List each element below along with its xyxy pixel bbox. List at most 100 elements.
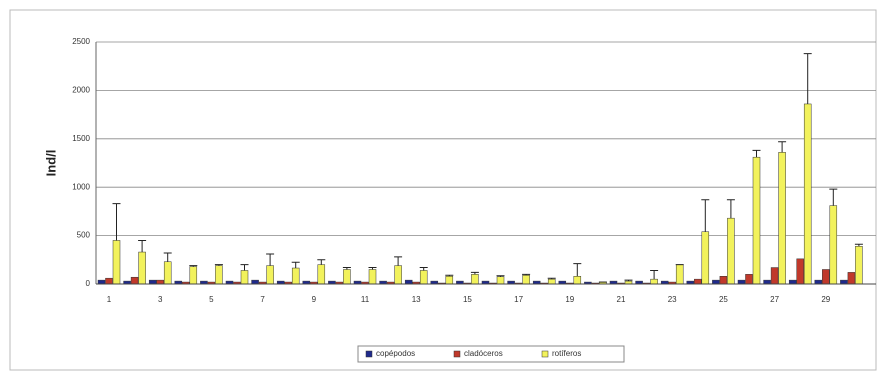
error-bar bbox=[726, 199, 735, 219]
x-tick-label: 23 bbox=[668, 295, 677, 304]
bar bbox=[419, 270, 428, 285]
legend-box bbox=[357, 345, 625, 363]
x-tick-label: 1 bbox=[107, 295, 112, 304]
bar bbox=[317, 264, 326, 285]
bar bbox=[97, 279, 106, 285]
bar bbox=[719, 276, 728, 285]
error-bar bbox=[547, 277, 556, 280]
bar bbox=[796, 258, 804, 285]
bar bbox=[778, 152, 786, 285]
bar bbox=[745, 274, 753, 285]
bar bbox=[814, 279, 823, 285]
bar bbox=[130, 276, 139, 285]
bar bbox=[105, 277, 113, 285]
legend-swatch bbox=[541, 350, 549, 358]
error-bar bbox=[189, 265, 198, 267]
x-tick-label: 13 bbox=[412, 295, 421, 304]
bar bbox=[573, 276, 582, 285]
bar bbox=[394, 265, 402, 285]
bar bbox=[368, 269, 377, 285]
x-tick-label: 21 bbox=[617, 295, 626, 304]
bar bbox=[215, 265, 223, 285]
bar bbox=[291, 267, 300, 285]
legend-swatch bbox=[365, 350, 373, 358]
bar bbox=[343, 269, 351, 285]
bar bbox=[763, 279, 771, 285]
bar bbox=[404, 279, 413, 285]
legend-label: rotíferos bbox=[552, 349, 581, 358]
legend-swatch bbox=[453, 350, 461, 358]
bar bbox=[829, 205, 838, 285]
bar bbox=[522, 275, 530, 285]
bar bbox=[770, 267, 779, 285]
y-tick-label: 1500 bbox=[72, 134, 90, 143]
y-tick-label: 500 bbox=[77, 231, 91, 240]
y-tick-label: 1000 bbox=[72, 182, 90, 191]
x-tick-label: 25 bbox=[719, 295, 728, 304]
error-bar bbox=[214, 264, 223, 266]
x-tick-label: 29 bbox=[821, 295, 830, 304]
bar bbox=[163, 261, 172, 285]
error-bar bbox=[112, 203, 121, 241]
legend-label: copépodos bbox=[376, 349, 415, 358]
y-axis-label: Ind/l bbox=[43, 150, 58, 177]
x-tick-label: 7 bbox=[260, 295, 265, 304]
error-bar bbox=[829, 188, 838, 206]
legend-label: cladóceros bbox=[464, 349, 503, 358]
bar bbox=[847, 272, 856, 285]
bar bbox=[803, 103, 812, 285]
error-bar bbox=[854, 243, 863, 247]
error-bar bbox=[701, 199, 710, 232]
x-tick-label: 15 bbox=[463, 295, 472, 304]
error-bar bbox=[266, 253, 275, 266]
error-bar bbox=[752, 149, 761, 158]
error-bar bbox=[394, 256, 403, 266]
error-bar bbox=[368, 267, 377, 270]
x-tick-label: 9 bbox=[312, 295, 317, 304]
bar bbox=[694, 278, 702, 285]
x-tick-label: 3 bbox=[158, 295, 163, 304]
bar bbox=[737, 279, 746, 285]
bar bbox=[445, 276, 454, 285]
error-bar bbox=[573, 263, 582, 277]
bar bbox=[189, 266, 198, 285]
y-tick-label: 0 bbox=[86, 279, 91, 288]
error-bar bbox=[419, 267, 428, 271]
bar bbox=[675, 264, 684, 285]
error-bar bbox=[778, 141, 787, 153]
bar bbox=[471, 274, 479, 285]
x-tick-label: 27 bbox=[770, 295, 779, 304]
bar bbox=[266, 265, 274, 285]
bar bbox=[822, 269, 830, 285]
bar bbox=[840, 279, 848, 285]
error-bar bbox=[317, 259, 326, 265]
bar bbox=[701, 231, 710, 285]
bar bbox=[156, 279, 164, 285]
bar bbox=[788, 279, 797, 285]
bar bbox=[712, 279, 720, 285]
error-bar bbox=[496, 275, 505, 277]
error-bar bbox=[470, 271, 479, 275]
x-tick-label: 5 bbox=[209, 295, 214, 304]
bar bbox=[240, 270, 249, 285]
error-bar bbox=[291, 261, 300, 269]
bar bbox=[251, 279, 259, 285]
error-bar bbox=[138, 239, 147, 253]
error-bar bbox=[650, 269, 659, 280]
y-tick-label: 2000 bbox=[72, 86, 90, 95]
bar bbox=[496, 276, 505, 285]
bar bbox=[752, 156, 761, 285]
x-tick-label: 19 bbox=[565, 295, 574, 304]
x-tick-label: 17 bbox=[514, 295, 523, 304]
bar bbox=[650, 278, 658, 285]
bar bbox=[148, 279, 157, 285]
chart-frame bbox=[9, 9, 877, 371]
bar bbox=[855, 245, 863, 285]
error-bar bbox=[522, 273, 531, 276]
error-bar bbox=[240, 264, 249, 271]
bar bbox=[112, 240, 121, 285]
error-bar bbox=[163, 252, 172, 262]
bar bbox=[138, 251, 146, 285]
error-bar bbox=[342, 267, 351, 270]
error-bar bbox=[624, 279, 633, 282]
